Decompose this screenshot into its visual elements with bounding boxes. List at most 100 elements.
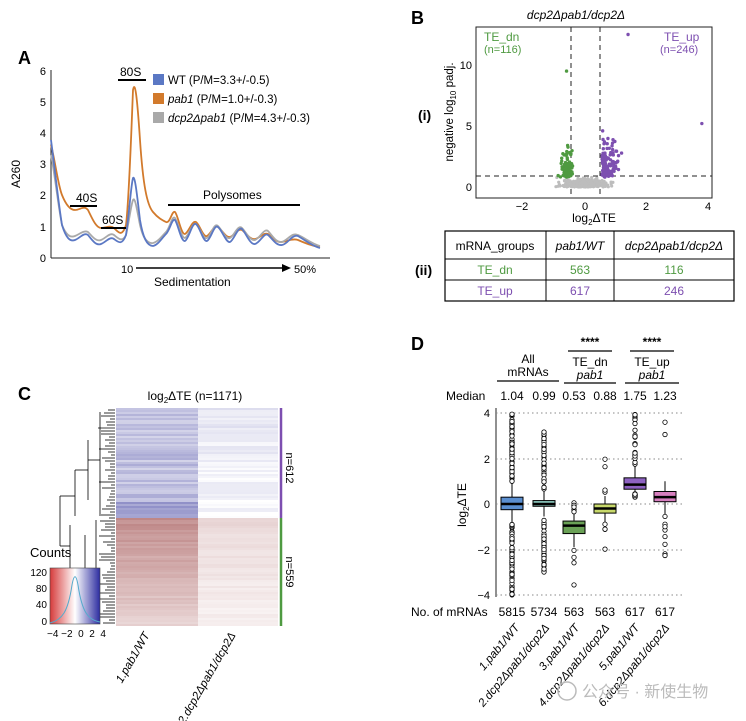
volcano-point-dn [559, 161, 563, 166]
b-sub-i: (i) [418, 107, 431, 123]
a-label-80s: 80S [120, 65, 141, 79]
c-count-tick-80: 80 [36, 584, 48, 595]
b-x-label: log2ΔTE [572, 211, 616, 227]
heatmap-cell [198, 578, 278, 580]
a-ytick-1: 1 [40, 222, 46, 234]
box-outlier [509, 441, 515, 447]
b-ytick-10: 10 [460, 60, 472, 72]
heatmap-cell [198, 430, 278, 432]
heatmap-cell [116, 460, 198, 462]
volcano-point-ns [589, 185, 593, 189]
heatmap-cell [198, 414, 278, 416]
heatmap [116, 408, 278, 626]
heatmap-cell [116, 438, 198, 440]
heatmap-cell [116, 512, 198, 514]
heatmap-cell [116, 612, 198, 614]
heatmap-cell [116, 478, 198, 480]
heatmap-cell [198, 600, 278, 602]
box-outlier [509, 536, 515, 542]
table-header-pab1: pab1/WT [555, 239, 606, 253]
b-te-dn-label: TE_dn [484, 30, 519, 44]
heatmap-cell [116, 584, 198, 586]
heatmap-cell [116, 518, 198, 520]
heatmap-cell [116, 566, 198, 568]
b-te-up-label: TE_up [664, 30, 700, 44]
box-outlier [662, 552, 668, 559]
d-nmrna-label: No. of mRNAs [411, 605, 488, 619]
heatmap-cell [198, 444, 278, 446]
box-outlier [509, 418, 515, 425]
legend-double-swatch [153, 112, 164, 123]
d-median-2: 0.99 [532, 389, 556, 403]
volcano-point-up [610, 159, 615, 164]
box-outlier [509, 446, 515, 452]
heatmap-cell [198, 476, 278, 478]
d-count-4: 563 [595, 605, 615, 619]
volcano-point-ns [603, 184, 607, 189]
heatmap-cell [116, 490, 198, 492]
volcano-point-up [610, 147, 615, 152]
box-outlier [632, 427, 638, 433]
heatmap-cell [198, 530, 278, 532]
heatmap-cell [198, 514, 278, 516]
heatmap-cell [198, 422, 278, 424]
heatmap-cell [116, 516, 198, 518]
heatmap-cell [198, 604, 278, 606]
heatmap-cell [116, 472, 198, 474]
heatmap-cell [116, 534, 198, 536]
heatmap-cell [116, 474, 198, 476]
heatmap-cell [116, 428, 198, 430]
box-outlier [541, 452, 547, 459]
volcano-point-up [613, 164, 618, 169]
heatmap-cell [198, 518, 278, 520]
heatmap-cell [198, 526, 278, 528]
box-outlier [662, 524, 668, 530]
d-signif-1: **** [581, 335, 600, 349]
heatmap-cell [198, 470, 278, 472]
heatmap-cell [198, 488, 278, 490]
heatmap-cell [116, 454, 198, 456]
heatmap-cell [198, 448, 278, 450]
heatmap-cell [198, 426, 278, 428]
box-outlier [571, 509, 577, 515]
heatmap-cell [116, 520, 198, 522]
d-group-all-l2: mRNAs [507, 365, 548, 379]
volcano-point-up [608, 163, 612, 168]
heatmap-cell [116, 418, 198, 420]
heatmap-cell [116, 482, 198, 484]
volcano-point-up [609, 150, 613, 155]
panel-a-letter: A [18, 48, 31, 68]
heatmap-cell [198, 580, 278, 582]
b-y-label: negative log10 padj. [444, 62, 458, 161]
d-ytick-4: 4 [484, 408, 490, 420]
heatmap-cell [116, 448, 198, 450]
box-outlier [509, 460, 515, 467]
heatmap-cell [116, 432, 198, 434]
box-outlier [509, 465, 515, 471]
heatmap-cell [116, 618, 198, 620]
c-n-top: n=612 [283, 453, 295, 484]
box-outlier [632, 420, 638, 427]
heatmap-cell [116, 592, 198, 594]
d-count-3: 563 [564, 605, 584, 619]
heatmap-cell [116, 548, 198, 550]
profile-double [50, 154, 321, 247]
box-outlier [662, 533, 668, 540]
volcano-point-dn [560, 156, 564, 160]
volcano-point-dn [564, 69, 569, 73]
heatmap-cell [198, 564, 278, 566]
table-row-dn-c2: 116 [664, 263, 683, 277]
heatmap-cell [116, 572, 198, 574]
b-te-up-n: (n=246) [660, 44, 698, 56]
heatmap-cell [198, 508, 278, 510]
volcano-point-dn [562, 153, 566, 157]
box-outlier [602, 487, 608, 493]
box-outlier [541, 460, 547, 466]
volcano-point-ns [562, 184, 566, 189]
heatmap-cell [198, 504, 278, 506]
heatmap-cell [116, 440, 198, 442]
heatmap-cell [116, 564, 198, 566]
d-ytick-2: 2 [484, 454, 490, 466]
legend-wt: WT (P/M=3.3+/-0.5) [168, 75, 270, 87]
heatmap-cell [116, 570, 198, 572]
